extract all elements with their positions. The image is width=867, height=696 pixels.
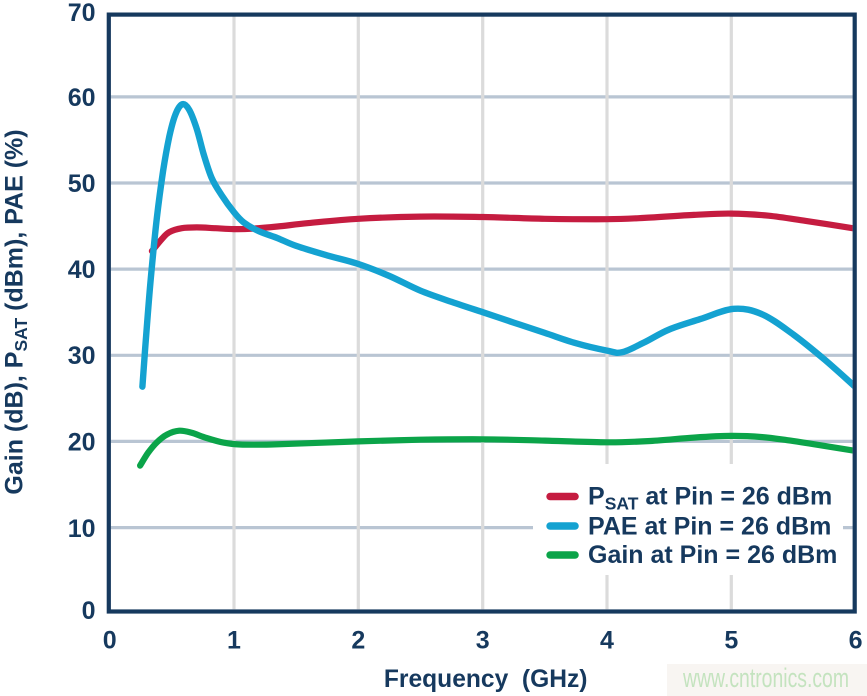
svg-text:60: 60 [68,84,96,112]
svg-text:4: 4 [600,626,614,654]
svg-text:Gain (dB), PSAT (dBm), PAE (%): Gain (dB), PSAT (dBm), PAE (%) [1,129,32,494]
svg-text:0: 0 [103,626,117,654]
svg-text:10: 10 [68,515,96,543]
svg-text:2: 2 [351,626,365,654]
svg-text:0: 0 [82,597,96,625]
svg-text:20: 20 [68,428,96,456]
svg-text:50: 50 [68,170,96,198]
svg-text:Frequency (GHz): Frequency (GHz) [384,666,588,693]
svg-text:6: 6 [849,626,863,654]
svg-text:5: 5 [724,626,738,654]
svg-text:PAE at Pin = 26 dBm: PAE at Pin = 26 dBm [588,513,831,541]
svg-text:1: 1 [227,626,241,654]
svg-text:3: 3 [476,626,490,654]
svg-text:Gain at Pin = 26 dBm: Gain at Pin = 26 dBm [588,541,837,569]
svg-text:30: 30 [68,342,96,370]
svg-text:www.cntronics.com: www.cntronics.com [682,663,849,693]
svg-text:70: 70 [68,0,96,27]
svg-text:PSAT at Pin = 26 dBm: PSAT at Pin = 26 dBm [588,483,832,514]
svg-text:40: 40 [68,256,96,284]
